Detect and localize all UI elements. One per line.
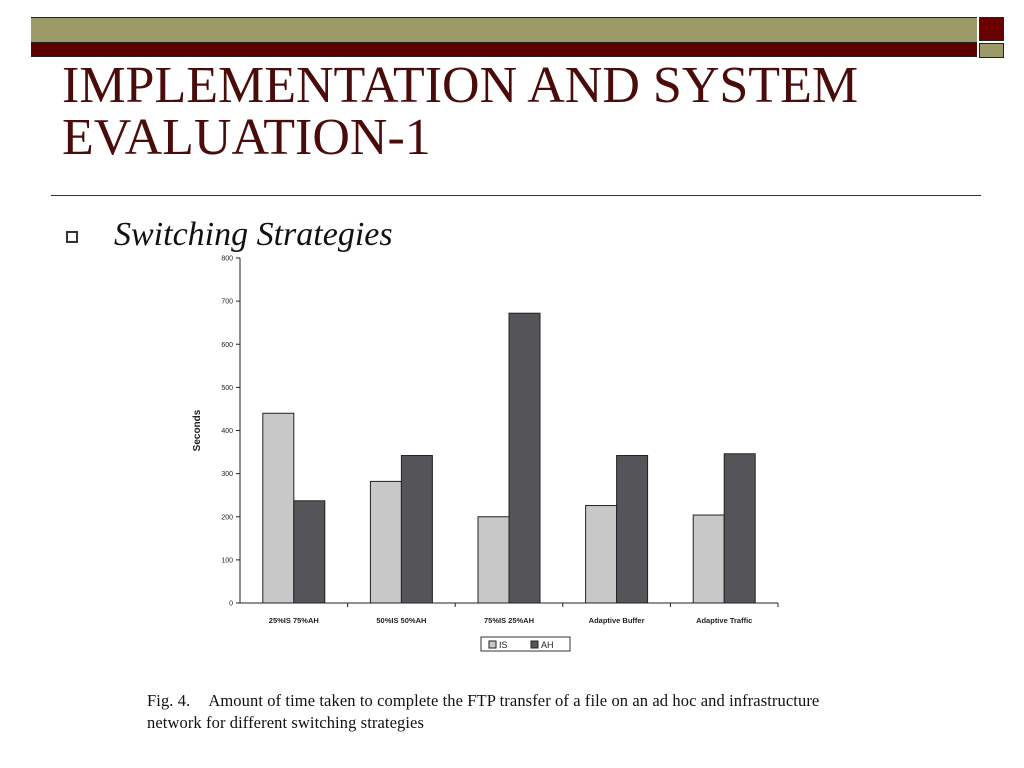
caption-text: Amount of time taken to complete the FTP… bbox=[147, 691, 820, 732]
figure-caption: Fig. 4. Amount of time taken to complete … bbox=[147, 690, 837, 734]
legend-label-is: IS bbox=[499, 640, 508, 650]
x-tick-label: Adaptive Traffic bbox=[696, 616, 752, 625]
bar-ah-0 bbox=[293, 500, 326, 604]
bar-is-2 bbox=[477, 516, 510, 604]
y-tick-label: 300 bbox=[221, 471, 233, 478]
bar-is-1 bbox=[369, 480, 402, 604]
y-tick-label: 800 bbox=[221, 256, 233, 263]
bar-ah-3 bbox=[616, 455, 649, 604]
y-tick-label: 400 bbox=[221, 428, 233, 435]
legend-box bbox=[480, 636, 571, 652]
bullet-text: Switching Strategies bbox=[114, 216, 393, 253]
x-tick-label: Adaptive Buffer bbox=[589, 616, 645, 625]
corner-maroon-square bbox=[979, 17, 1004, 41]
bar-is-3 bbox=[585, 505, 618, 604]
x-tick-label: 75%IS 25%AH bbox=[484, 616, 534, 625]
legend-swatch-is bbox=[488, 640, 497, 649]
y-tick-label: 200 bbox=[221, 514, 233, 521]
caption-label: Fig. 4. bbox=[147, 691, 191, 710]
title-divider bbox=[51, 195, 981, 196]
bar-ah-1 bbox=[400, 455, 433, 604]
x-tick-label: 50%IS 50%AH bbox=[376, 616, 426, 625]
y-tick-label: 700 bbox=[221, 299, 233, 306]
legend-label-ah: AH bbox=[541, 640, 554, 650]
bullet-square-icon bbox=[66, 231, 78, 243]
slide-title: IMPLEMENTATION AND SYSTEM EVALUATION-1 bbox=[62, 57, 859, 166]
y-tick-label: 600 bbox=[221, 342, 233, 349]
header-olive-bar bbox=[31, 17, 977, 43]
bar-is-0 bbox=[262, 412, 295, 604]
y-tick-label: 0 bbox=[229, 601, 233, 608]
bar-ah-4 bbox=[723, 453, 756, 604]
corner-olive-square bbox=[979, 43, 1004, 58]
y-tick-label: 100 bbox=[221, 557, 233, 564]
bar-ah-2 bbox=[508, 312, 541, 604]
bar-is-4 bbox=[692, 514, 725, 604]
header-maroon-bar bbox=[31, 43, 977, 57]
x-tick-label: 25%IS 75%AH bbox=[269, 616, 319, 625]
y-axis-label: Seconds bbox=[192, 409, 203, 451]
y-tick-label: 500 bbox=[221, 385, 233, 392]
legend-swatch-ah bbox=[530, 640, 539, 649]
